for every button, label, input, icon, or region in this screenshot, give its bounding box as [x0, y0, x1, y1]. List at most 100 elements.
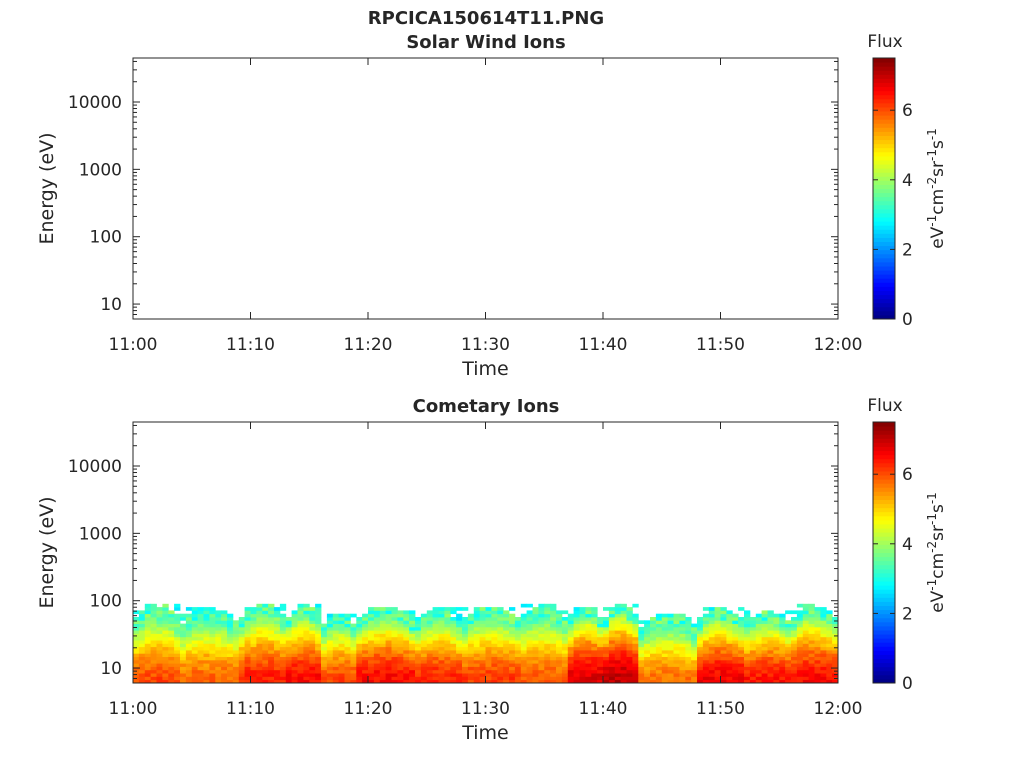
spectrogram-cell — [544, 663, 551, 667]
spectrogram-cell — [209, 613, 216, 618]
spectrogram-cell — [362, 676, 369, 681]
spectrogram-cell — [679, 669, 686, 674]
spectrogram-cell — [673, 643, 680, 648]
spectrogram-cell — [702, 620, 710, 624]
spectrogram-cell — [532, 650, 539, 654]
spectrogram-cell — [256, 659, 263, 664]
spectrogram-cell — [385, 610, 392, 615]
spectrogram-cell — [279, 643, 287, 648]
spectrogram-cell — [744, 610, 751, 615]
spectrogram-cell — [832, 669, 839, 674]
colorbar-band — [873, 176, 895, 181]
spectrogram-cell — [667, 626, 674, 631]
spectrogram-cell — [227, 626, 234, 631]
colorbar-band — [873, 123, 895, 128]
spectrogram-cell — [438, 643, 445, 648]
spectrogram-cell — [174, 607, 181, 611]
spectrogram-cell — [467, 656, 475, 661]
spectrogram-cell — [638, 630, 645, 634]
spectrogram-cell — [321, 633, 328, 638]
spectrogram-cell — [180, 630, 187, 634]
spectrogram-cell — [362, 663, 369, 667]
spectrogram-cell — [397, 679, 404, 684]
spectrogram-cell — [767, 640, 774, 644]
spectrogram-cell — [620, 613, 627, 618]
spectrogram-cell — [479, 656, 486, 661]
spectrogram-cell — [456, 636, 463, 641]
spectrogram-cell — [632, 617, 639, 621]
spectrogram-cell — [714, 610, 721, 615]
spectrogram-cell — [450, 626, 457, 631]
spectrogram-cell — [744, 669, 751, 674]
spectrogram-cell — [279, 633, 287, 638]
spectrogram-cell — [350, 643, 357, 648]
spectrogram-cell — [444, 653, 451, 657]
spectrogram-cell — [526, 633, 533, 638]
spectrogram-cell — [485, 620, 492, 624]
spectrogram-cell — [379, 673, 387, 677]
spectrogram-cell — [632, 630, 639, 634]
spectrogram-cell — [785, 623, 792, 628]
spectrogram-cell — [262, 679, 269, 684]
spectrogram-cell — [614, 643, 622, 648]
spectrogram-cell — [362, 630, 369, 634]
spectrogram-cell — [321, 676, 328, 681]
colorbar-band — [873, 225, 895, 230]
spectrogram-cell — [526, 617, 533, 621]
spectrogram-cell — [567, 646, 575, 651]
spectrogram-cell — [832, 659, 839, 664]
spectrogram-cell — [808, 653, 815, 657]
spectrogram-cell — [544, 623, 551, 628]
spectrogram-cell — [356, 630, 363, 634]
spectrogram-cell — [426, 676, 434, 681]
spectrogram-cell — [162, 623, 169, 628]
spectrogram-cell — [755, 673, 763, 677]
spectrogram-cell — [550, 679, 557, 684]
spectrogram-cell — [250, 673, 257, 677]
spectrogram-cell — [497, 673, 504, 677]
spectrogram-cell — [397, 626, 404, 631]
spectrogram-cell — [808, 613, 815, 618]
spectrogram-cell — [814, 620, 821, 624]
spectrogram-cell — [379, 663, 387, 667]
spectrogram-cell — [256, 666, 263, 671]
spectrogram-cell — [180, 636, 187, 641]
spectrogram-cell — [726, 656, 733, 661]
spectrogram-cell — [626, 676, 633, 681]
spectrogram-cell — [761, 613, 768, 618]
spectrogram-cell — [779, 659, 786, 664]
spectrogram-cell — [497, 613, 504, 618]
spectrogram-cell — [808, 633, 815, 638]
spectrogram-cell — [808, 646, 815, 651]
spectrogram-cell — [338, 633, 345, 638]
spectrogram-cell — [755, 643, 763, 648]
spectrogram-cell — [279, 663, 287, 667]
spectrogram-cell — [714, 663, 721, 667]
spectrogram-cell — [368, 659, 375, 664]
spectrogram-cell — [661, 633, 669, 638]
spectrogram-cell — [426, 633, 434, 638]
spectrogram-cell — [667, 659, 674, 664]
spectrogram-cell — [744, 653, 751, 657]
spectrogram-cell — [608, 679, 616, 684]
spectrogram-cell — [773, 656, 780, 661]
spectrogram-cell — [150, 676, 157, 681]
colorbar-band — [873, 446, 895, 452]
spectrogram-cell — [767, 620, 774, 624]
spectrogram-cell — [667, 640, 674, 644]
spectrogram-cell — [720, 626, 727, 631]
spectrogram-cell — [761, 653, 768, 657]
spectrogram-cell — [632, 640, 639, 644]
spectrogram-cell — [491, 673, 498, 677]
y-tick-label: 10000 — [68, 93, 122, 113]
spectrogram-cell — [661, 656, 669, 661]
spectrogram-cell — [415, 653, 422, 657]
spectrogram-cell — [509, 673, 516, 677]
spectrogram-cell — [832, 630, 839, 634]
spectrogram-cell — [561, 633, 569, 638]
spectrogram-cell — [309, 669, 316, 674]
spectrogram-cell — [456, 666, 463, 671]
spectrogram-cell — [479, 673, 486, 677]
spectrogram-cell — [585, 613, 592, 618]
spectrogram-cell — [685, 640, 692, 644]
